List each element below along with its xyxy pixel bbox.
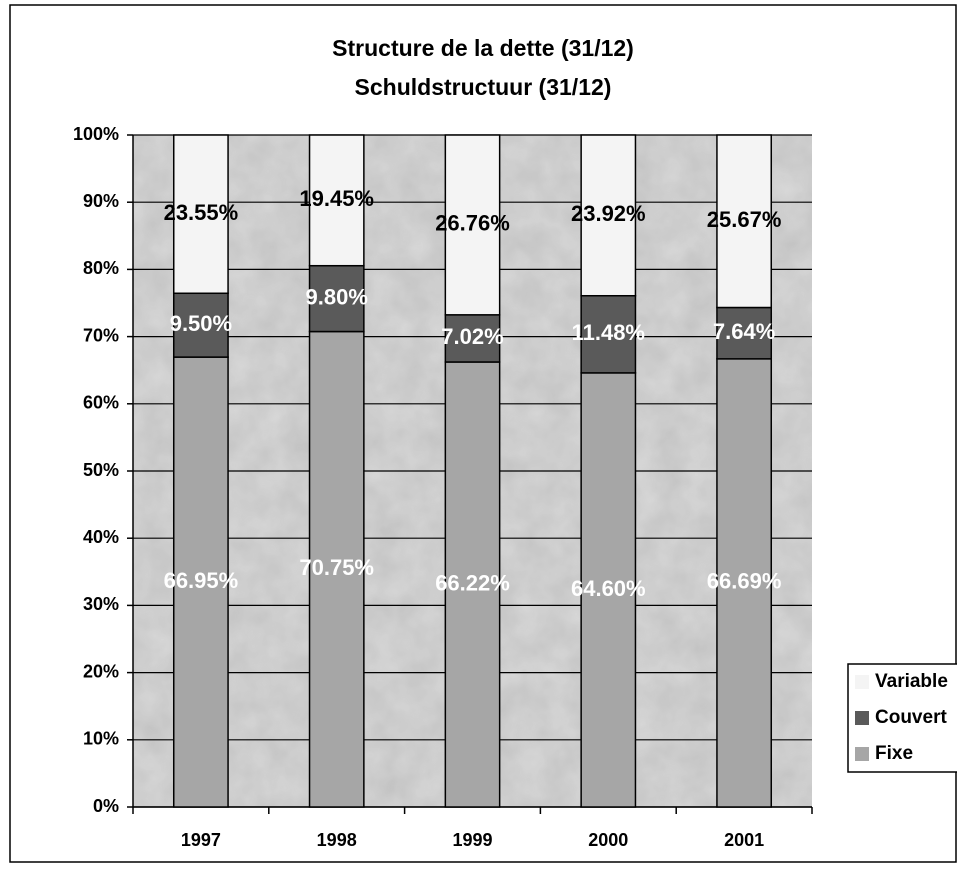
data-label: 25.67% xyxy=(707,207,782,232)
bar-segment xyxy=(444,361,501,808)
x-tick-label: 2001 xyxy=(724,830,764,850)
data-label: 23.55% xyxy=(164,200,239,225)
bar-segment xyxy=(172,134,229,295)
y-tick-label: 90% xyxy=(83,191,119,211)
y-tick-label: 0% xyxy=(93,796,119,816)
data-label: 66.22% xyxy=(435,570,510,595)
data-label: 7.02% xyxy=(441,324,503,349)
x-tick-label: 1998 xyxy=(317,830,357,850)
bar-segment xyxy=(444,314,501,363)
legend-label: Variable xyxy=(875,671,948,692)
y-tick-label: 100% xyxy=(73,124,119,144)
legend-swatch xyxy=(855,675,869,689)
y-tick-label: 60% xyxy=(83,393,119,413)
bar-segment xyxy=(580,294,637,374)
bar-segment xyxy=(580,372,637,808)
data-label: 11.48% xyxy=(572,320,645,345)
x-tick-label: 2000 xyxy=(588,830,628,850)
data-label: 7.64% xyxy=(713,319,775,344)
data-label: 9.50% xyxy=(170,311,232,336)
y-tick-label: 30% xyxy=(83,594,119,614)
bar-segment xyxy=(308,264,365,333)
bar-segment xyxy=(308,134,365,267)
data-label: 64.60% xyxy=(571,576,646,601)
legend-label: Fixe xyxy=(875,743,913,764)
y-tick-label: 10% xyxy=(83,729,119,749)
bar-segment xyxy=(308,330,365,808)
data-label: 70.75% xyxy=(299,555,374,580)
x-tick-label: 1997 xyxy=(181,830,221,850)
y-tick-label: 50% xyxy=(83,460,119,480)
bar-segment xyxy=(580,134,637,297)
y-tick-label: 80% xyxy=(83,258,119,278)
bar-segment xyxy=(716,306,773,360)
chart-title: Schuldstructuur (31/12) xyxy=(355,74,612,100)
data-label: 66.95% xyxy=(164,568,239,593)
legend-label: Couvert xyxy=(875,707,947,728)
y-tick-label: 40% xyxy=(83,527,119,547)
x-tick-label: 1999 xyxy=(452,830,492,850)
data-label: 66.69% xyxy=(707,569,782,594)
data-label: 19.45% xyxy=(299,186,374,211)
bar-segment xyxy=(716,358,773,808)
y-tick-label: 20% xyxy=(83,661,119,681)
chart-title: Structure de la dette (31/12) xyxy=(332,35,634,61)
data-label: 26.76% xyxy=(435,211,510,236)
bar-segment xyxy=(172,292,229,358)
data-label: 23.92% xyxy=(571,201,646,226)
legend-swatch xyxy=(855,747,869,761)
bar-segment xyxy=(444,134,501,316)
y-tick-label: 70% xyxy=(83,325,119,345)
legend-swatch xyxy=(855,711,869,725)
bar-segment xyxy=(716,134,773,309)
chart-frame xyxy=(9,4,957,863)
data-label: 9.80% xyxy=(306,284,368,309)
